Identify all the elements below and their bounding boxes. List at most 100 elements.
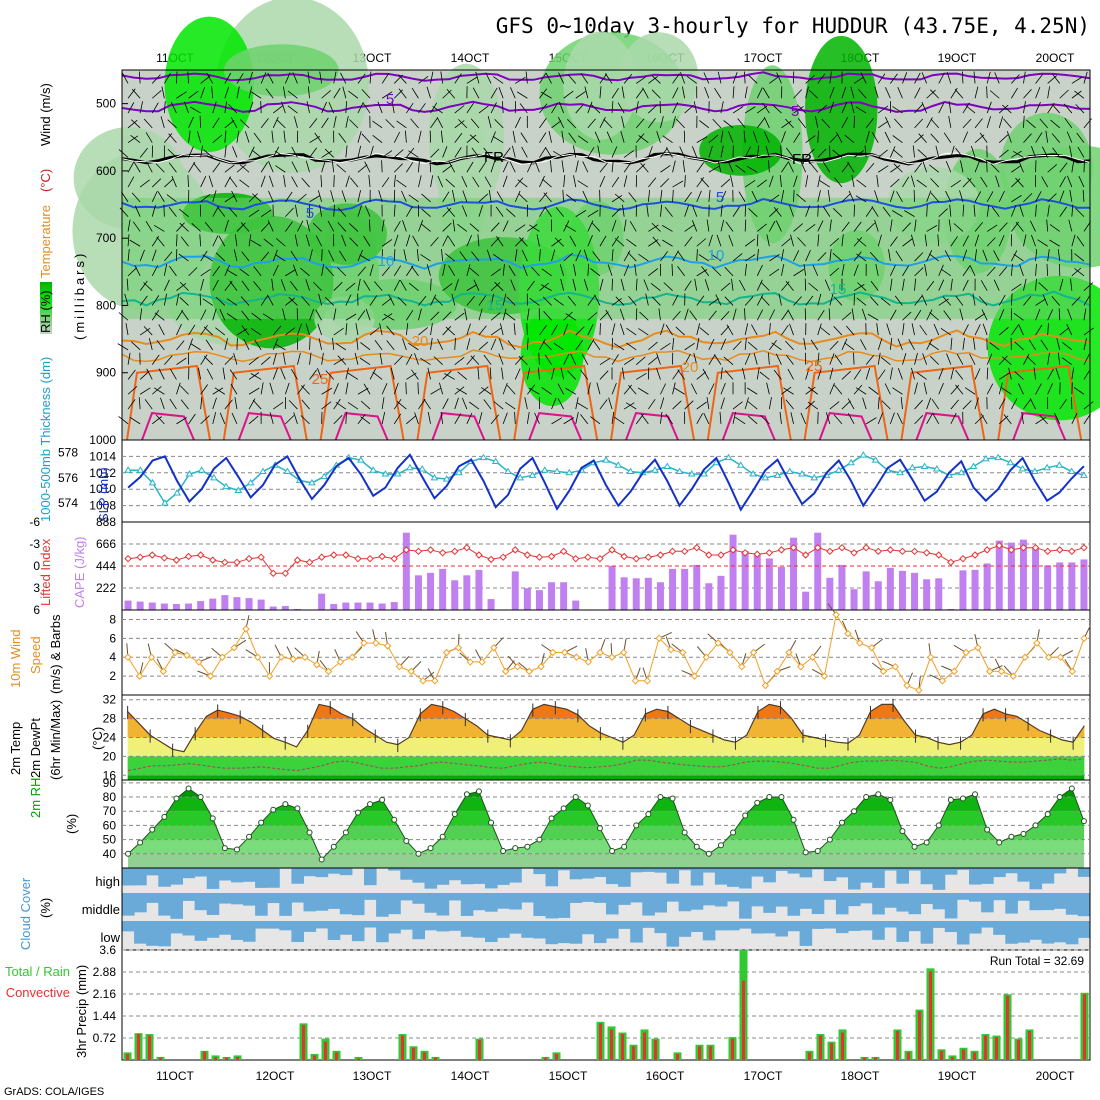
upper-wind-barb — [956, 353, 964, 365]
upper-wind-barb — [809, 162, 819, 173]
upper-wind-barb — [800, 161, 807, 173]
precip-convective-bar — [335, 1052, 338, 1060]
upper-wind-barb — [313, 281, 322, 291]
upper-wind-barb — [575, 326, 585, 336]
upper-wind-barb — [848, 190, 855, 203]
cloud-low-bar — [182, 921, 196, 936]
upper-wind-barb — [865, 130, 870, 143]
upper-wind-barb — [519, 103, 528, 114]
upper-wind-barb — [855, 195, 867, 203]
upper-wind-barb — [325, 266, 335, 277]
upper-wind-barb — [198, 367, 202, 380]
li-point — [354, 554, 362, 563]
li-point — [1043, 547, 1052, 556]
cloud-middle-bar — [714, 893, 728, 907]
upper-wind-barb — [720, 397, 725, 410]
upper-wind-barb — [368, 175, 371, 188]
upper-wind-barb — [300, 267, 310, 277]
li-point — [801, 551, 810, 559]
upper-wind-barb — [575, 412, 579, 424]
cape-bar — [378, 603, 386, 610]
upper-wind-barb — [200, 354, 208, 365]
upper-wind-barb — [878, 105, 889, 114]
upper-wind-barb — [505, 312, 516, 321]
cape-bar — [185, 603, 193, 610]
upper-wind-barb — [696, 269, 708, 277]
upper-wind-barb — [986, 204, 990, 217]
upper-wind-barb — [134, 265, 141, 277]
upper-wind-barb — [317, 190, 323, 202]
upper-wind-barb — [297, 220, 304, 232]
thickness-point — [491, 457, 500, 464]
thickness-point — [528, 471, 537, 478]
upper-wind-barb — [374, 281, 383, 291]
upper-wind-barb — [461, 205, 468, 217]
wind-speed-point — [466, 658, 474, 666]
upper-wind-barb — [470, 118, 480, 129]
upper-wind-barb — [490, 102, 497, 114]
upper-wind-barb — [232, 146, 238, 158]
upper-wind-barb — [1052, 73, 1061, 84]
cloud-high-bar — [787, 868, 801, 874]
upper-wind-barb — [469, 223, 480, 232]
upper-wind-barb — [914, 309, 922, 321]
upper-wind-barb — [656, 353, 661, 365]
upper-wind-barb — [620, 323, 625, 336]
upper-wind-barb — [857, 88, 867, 99]
upper-wind-barb — [676, 118, 685, 129]
upper-wind-barb — [139, 249, 145, 262]
upper-wind-barb — [484, 176, 492, 188]
upper-wind-barb — [234, 397, 238, 410]
upper-wind-barb — [272, 264, 279, 277]
upper-wind-barb — [188, 90, 199, 99]
upper-wind-barb — [986, 367, 989, 380]
cloud-middle-bar — [146, 893, 159, 903]
upper-wind-barb — [406, 161, 414, 173]
upper-wind-barb — [964, 387, 976, 395]
rh-point — [705, 850, 712, 857]
upper-wind-barb — [478, 325, 487, 336]
li-point — [693, 543, 701, 552]
upper-wind-barb — [241, 310, 250, 321]
upper-wind-barb — [228, 207, 238, 217]
cloud-middle-bar — [279, 893, 292, 916]
upper-wind-barb — [1023, 278, 1027, 291]
cloud-low-bar — [509, 921, 522, 934]
upper-wind-barb — [827, 189, 831, 202]
thickness-point — [418, 465, 427, 472]
upper-wind-barb — [648, 117, 656, 129]
wind-tick: 2 — [109, 669, 116, 683]
upper-wind-barb — [998, 222, 1008, 232]
upper-wind-barb — [236, 86, 240, 99]
cloud-middle-bar — [509, 893, 522, 910]
upper-wind-barb — [1083, 338, 1087, 350]
thickness-point — [504, 467, 512, 475]
upper-wind-barb — [414, 412, 419, 424]
upper-wind-barb — [744, 86, 748, 99]
rh-point — [367, 801, 374, 808]
upper-wind-barb — [1011, 87, 1018, 99]
cloud-middle-bar — [763, 893, 776, 913]
upper-wind-barb — [832, 149, 843, 158]
cloud-panel: Cloud Cover (%) high middle low — [18, 867, 1091, 951]
upper-wind-barb — [635, 278, 638, 291]
cloud-low-bar — [739, 921, 752, 929]
upper-wind-barb — [933, 323, 940, 336]
upper-wind-barb — [744, 353, 751, 365]
upper-wind-barb — [699, 327, 710, 336]
slp-line — [127, 453, 1085, 512]
cape-bar — [390, 602, 398, 610]
upper-wind-barb — [622, 367, 625, 380]
rh-point — [959, 795, 966, 802]
precip-convective-bar — [203, 1051, 206, 1060]
upper-wind-barb — [1062, 342, 1073, 351]
upper-wind-barb — [272, 249, 278, 262]
wind-speed-point — [926, 653, 935, 661]
cloud-middle-bar — [158, 893, 171, 916]
upper-wind-barb — [737, 118, 746, 129]
upper-wind-barb — [176, 309, 184, 321]
upper-wind-barb — [950, 384, 960, 395]
upper-wind-barb — [543, 311, 552, 321]
contour-label: 20 — [682, 359, 699, 376]
